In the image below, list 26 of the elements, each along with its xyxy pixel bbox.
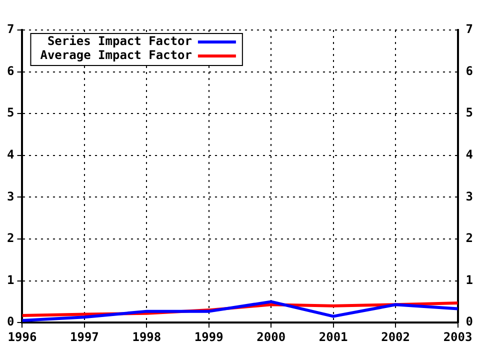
y2-tick-label: 6 — [466, 64, 474, 78]
x-tick-label: 1999 — [194, 330, 224, 344]
y-tick-label: 2 — [6, 231, 14, 246]
x-tick-label: 2001 — [318, 330, 348, 344]
y-tick-label: 1 — [6, 272, 14, 287]
x-tick-label: 1997 — [70, 330, 99, 344]
y2-tick-label: 1 — [466, 272, 474, 287]
y2-tick-label: 3 — [466, 189, 474, 204]
x-tick-label: 2000 — [256, 330, 286, 344]
legend-label: Average Impact Factor — [40, 48, 192, 62]
y2-tick-label: 7 — [466, 22, 474, 36]
x-tick-label: 2003 — [443, 330, 472, 344]
x-tick-label: 1996 — [8, 330, 37, 344]
y-tick-label: 5 — [6, 106, 14, 120]
legend-label: Series Impact Factor — [47, 34, 192, 48]
y2-tick-label: 0 — [466, 314, 474, 329]
y-tick-label: 0 — [6, 314, 14, 329]
y-tick-label: 7 — [6, 22, 14, 36]
y-tick-label: 6 — [6, 64, 14, 78]
y2-tick-label: 4 — [466, 148, 474, 162]
y-tick-label: 3 — [6, 189, 14, 204]
y2-tick-label: 2 — [466, 231, 474, 246]
y2-tick-label: 5 — [466, 106, 474, 120]
x-tick-label: 1998 — [132, 330, 162, 344]
x-tick-label: 2002 — [381, 330, 410, 344]
y-tick-label: 4 — [6, 148, 14, 162]
